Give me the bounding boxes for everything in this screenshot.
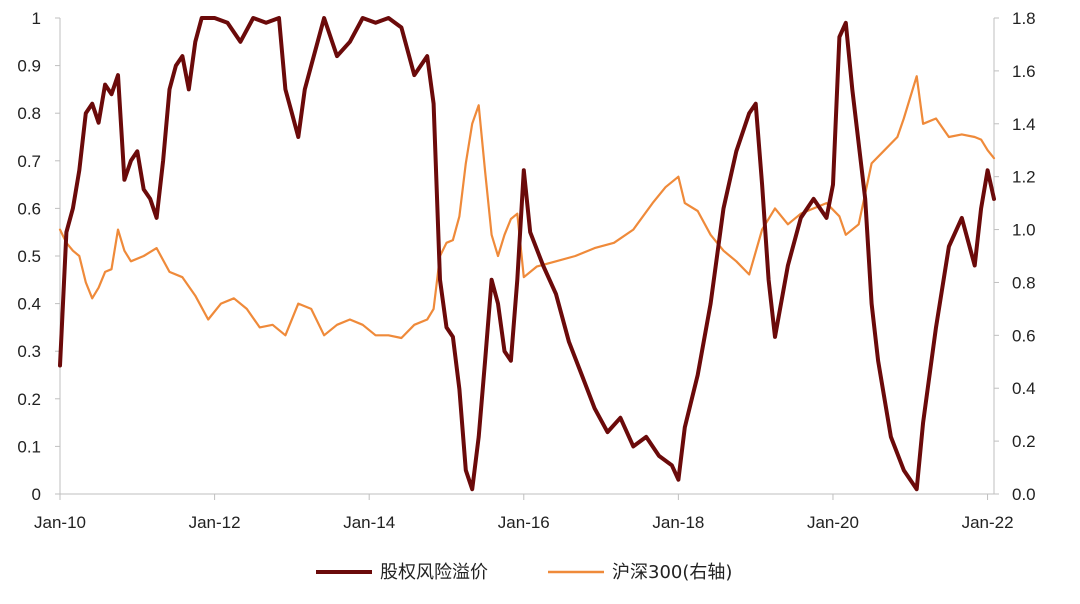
right-tick-label: 1.2 bbox=[1012, 168, 1036, 187]
left-tick-label: 0.4 bbox=[17, 295, 41, 314]
legend-label-equity-risk-premium: 股权风险溢价 bbox=[380, 562, 488, 583]
right-tick-label: 1.6 bbox=[1012, 62, 1036, 81]
right-tick-label: 0.0 bbox=[1012, 485, 1036, 504]
right-tick-label: 0.4 bbox=[1012, 379, 1036, 398]
x-tick-label: Jan-12 bbox=[189, 513, 241, 532]
x-tick-label: Jan-20 bbox=[807, 513, 859, 532]
left-tick-label: 0.3 bbox=[17, 342, 41, 361]
x-tick-label: Jan-14 bbox=[343, 513, 395, 532]
legend-label-csi300: 沪深300(右轴) bbox=[612, 562, 732, 583]
x-tick-label: Jan-10 bbox=[34, 513, 86, 532]
series-line-equity-risk-premium bbox=[58, 16, 996, 492]
right-tick-label: 0.8 bbox=[1012, 273, 1036, 292]
legend: 股权风险溢价 沪深300(右轴) bbox=[316, 562, 732, 583]
right-axis-ticks: 0.0 0.2 0.4 0.6 0.8 1.0 1.2 1.4 1.6 1.8 bbox=[994, 9, 1036, 504]
right-tick-label: 1.0 bbox=[1012, 221, 1036, 240]
left-tick-label: 0.9 bbox=[17, 57, 41, 76]
left-tick-label: 1 bbox=[32, 9, 41, 28]
left-tick-label: 0.6 bbox=[17, 199, 41, 218]
right-tick-label: 1.8 bbox=[1012, 9, 1036, 28]
left-tick-label: 0.5 bbox=[17, 247, 41, 266]
x-tick-label: Jan-18 bbox=[652, 513, 704, 532]
x-tick-label: Jan-22 bbox=[962, 513, 1014, 532]
left-axis-ticks: 0 0.1 0.2 0.3 0.4 0.5 0.6 0.7 0.8 0.9 1 bbox=[17, 9, 60, 504]
right-tick-label: 0.2 bbox=[1012, 432, 1036, 451]
right-tick-label: 1.4 bbox=[1012, 115, 1036, 134]
left-tick-label: 0.2 bbox=[17, 390, 41, 409]
series-layer bbox=[58, 16, 996, 492]
left-tick-label: 0.1 bbox=[17, 437, 41, 456]
left-tick-label: 0 bbox=[32, 485, 41, 504]
right-tick-label: 0.6 bbox=[1012, 326, 1036, 345]
x-tick-label: Jan-16 bbox=[498, 513, 550, 532]
left-tick-label: 0.8 bbox=[17, 104, 41, 123]
left-tick-label: 0.7 bbox=[17, 152, 41, 171]
series-line-csi300 bbox=[58, 75, 996, 340]
x-axis-ticks: Jan-10 Jan-12 Jan-14 Jan-16 Jan-18 Jan-20 Jan-… bbox=[34, 494, 1014, 532]
